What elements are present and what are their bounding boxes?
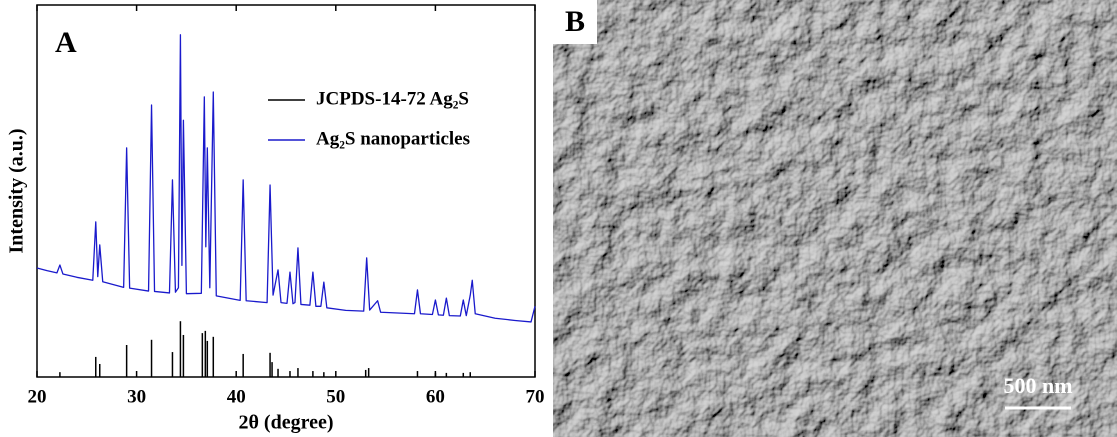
panel-label-box: [553, 0, 597, 44]
legend-label: JCPDS-14-72 Ag₂S: [316, 88, 469, 109]
x-tick-label: 20: [28, 386, 47, 407]
panel-label: A: [55, 26, 77, 59]
x-tick-label: 50: [326, 386, 345, 407]
plot-frame: [36, 4, 536, 378]
sem-image: B 500 nm: [553, 0, 1117, 437]
x-tick-label: 70: [526, 386, 545, 407]
x-tick-label: 30: [127, 386, 146, 407]
y-axis-label: Intensity (a.u.): [6, 128, 28, 253]
xrd-chart: A 2θ (degree) Intensity (a.u.) 20 30 40 50 6…: [6, 4, 545, 434]
x-tick-label: 60: [426, 386, 445, 407]
scale-bar-label: 500 nm: [1003, 373, 1072, 398]
x-axis-label: 2θ (degree): [238, 412, 333, 434]
sem-texture: [553, 0, 1117, 437]
legend-label: Ag₂S nanoparticles: [316, 128, 470, 149]
x-tick-label: 40: [227, 386, 246, 407]
panel-label: B: [565, 5, 585, 38]
pattern-line: [36, 34, 536, 323]
